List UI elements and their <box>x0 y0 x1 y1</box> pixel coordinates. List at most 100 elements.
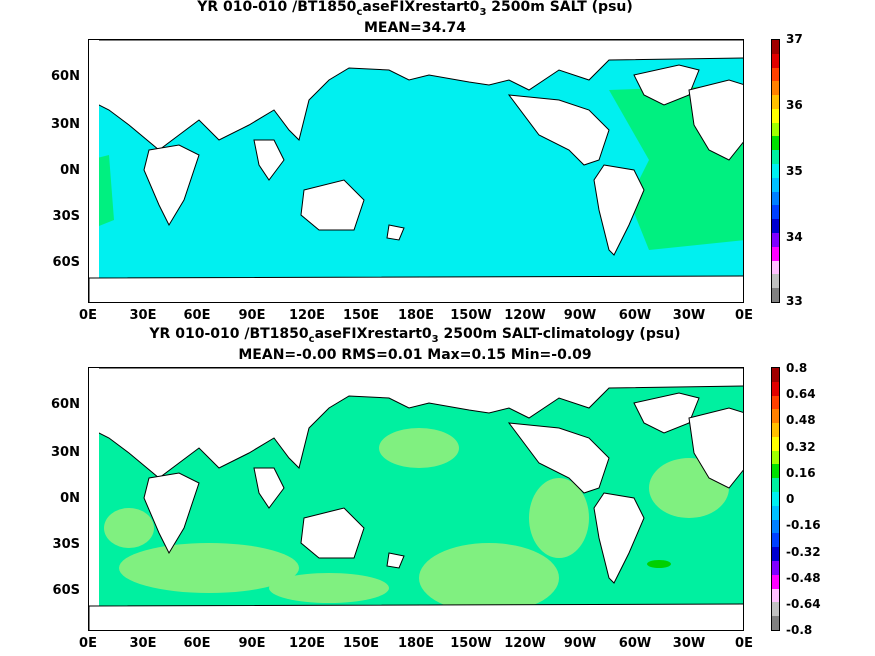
world-map-svg <box>89 368 743 630</box>
colorbar-swatch <box>772 368 779 382</box>
colorbar <box>771 367 780 631</box>
colorbar-swatch <box>772 122 779 137</box>
colorbar-label: 0.16 <box>786 466 816 480</box>
colorbar-label: -0.8 <box>786 623 813 637</box>
lon-label: 30E <box>129 636 157 651</box>
colorbar-swatch <box>772 409 779 424</box>
map-title: YR 010-010 /BT1850caseFIXrestart03 2500m… <box>197 0 633 18</box>
colorbar-swatch <box>772 177 779 192</box>
lon-label: 0E <box>735 308 753 323</box>
colorbar-label: 0.48 <box>786 413 816 427</box>
world-map-svg <box>89 40 743 302</box>
lon-label: 60E <box>183 308 211 323</box>
lon-label: 150W <box>450 636 492 651</box>
colorbar-label: 34 <box>786 230 803 244</box>
colorbar-swatch <box>772 423 779 437</box>
colorbar-label: 33 <box>786 294 803 308</box>
colorbar <box>771 39 780 303</box>
colorbar-swatch <box>772 533 779 548</box>
colorbar-swatch <box>772 246 779 261</box>
lon-label: 150W <box>450 308 492 323</box>
lat-label: 60N <box>51 397 80 412</box>
colorbar-swatch <box>772 205 779 220</box>
colorbar-swatch <box>772 602 779 617</box>
lon-label: 0E <box>79 308 97 323</box>
lat-label: 30N <box>51 445 80 460</box>
lat-label: 60S <box>52 583 80 598</box>
colorbar-label: 36 <box>786 98 803 112</box>
lon-label: 60W <box>618 308 652 323</box>
lon-label: 30E <box>129 308 157 323</box>
lon-label: 0E <box>79 636 97 651</box>
colorbar-label: -0.32 <box>786 545 821 559</box>
colorbar-label: 0.8 <box>786 361 808 375</box>
lon-label: 180E <box>397 636 435 651</box>
colorbar-label: 0.64 <box>786 387 816 401</box>
land-masses <box>89 40 743 302</box>
colorbar-swatch <box>772 574 779 589</box>
lon-label: 90W <box>563 636 597 651</box>
colorbar-label: 0.32 <box>786 440 816 454</box>
colorbar-swatch <box>772 136 779 151</box>
lon-label: 60W <box>618 636 652 651</box>
map-subtitle: MEAN=34.74 <box>363 20 467 36</box>
colorbar-label: 37 <box>786 32 803 46</box>
colorbar-swatch <box>772 40 779 54</box>
lon-label: 120E <box>288 636 326 651</box>
lon-label: 90E <box>238 308 266 323</box>
salinity-map <box>88 39 744 303</box>
colorbar-swatch <box>772 547 779 561</box>
colorbar-label: 0 <box>786 492 795 506</box>
colorbar-swatch <box>772 67 779 82</box>
salinity-anomaly-panel: YR 010-010 /BT1850caseFIXrestart03 2500m… <box>0 326 875 656</box>
colorbar-swatch <box>772 478 779 493</box>
colorbar-swatch <box>772 492 779 506</box>
colorbar-swatch <box>772 53 779 68</box>
lon-label: 180E <box>397 308 435 323</box>
lat-label: 60N <box>51 69 80 84</box>
colorbar-swatch <box>772 616 779 630</box>
lon-label: 120W <box>504 308 546 323</box>
anomaly-patches <box>104 428 729 613</box>
land-masses <box>89 368 743 630</box>
lat-label: 30N <box>51 117 80 132</box>
lon-label: 150E <box>342 636 380 651</box>
colorbar-label: 35 <box>786 164 803 178</box>
lon-label: 90W <box>563 308 597 323</box>
map-title: YR 010-010 /BT1850caseFIXrestart03 2500m… <box>149 326 681 345</box>
lon-label: 120E <box>288 308 326 323</box>
colorbar-swatch <box>772 81 779 96</box>
lon-label: 150E <box>342 308 380 323</box>
colorbar-swatch <box>772 232 779 247</box>
lat-label: 0N <box>60 491 80 506</box>
colorbar-swatch <box>772 588 779 603</box>
colorbar-label: -0.64 <box>786 597 821 611</box>
colorbar-swatch <box>772 108 779 123</box>
lat-label: 0N <box>60 163 80 178</box>
lon-label: 120W <box>504 636 546 651</box>
colorbar-swatch <box>772 436 779 451</box>
colorbar-swatch <box>772 219 779 233</box>
colorbar-swatch <box>772 381 779 396</box>
colorbar-swatch <box>772 288 779 302</box>
colorbar-swatch <box>772 95 779 109</box>
colorbar-swatch <box>772 260 779 275</box>
lon-label: 30W <box>672 308 706 323</box>
map-subtitle: MEAN=-0.00 RMS=0.01 Max=0.15 Min=-0.09 <box>238 347 592 363</box>
lon-label: 30W <box>672 636 706 651</box>
lon-label: 0E <box>735 636 753 651</box>
colorbar-label: -0.16 <box>786 518 821 532</box>
colorbar-swatch <box>772 274 779 289</box>
colorbar-swatch <box>772 519 779 534</box>
lon-label: 60E <box>183 636 211 651</box>
colorbar-swatch <box>772 395 779 410</box>
lat-label: 60S <box>52 255 80 270</box>
colorbar-swatch <box>772 464 779 479</box>
colorbar-swatch <box>772 450 779 465</box>
anomaly-map <box>88 367 744 631</box>
colorbar-swatch <box>772 560 779 575</box>
colorbar-swatch <box>772 505 779 520</box>
lon-label: 90E <box>238 636 266 651</box>
colorbar-swatch <box>772 164 779 178</box>
colorbar-swatch <box>772 150 779 165</box>
